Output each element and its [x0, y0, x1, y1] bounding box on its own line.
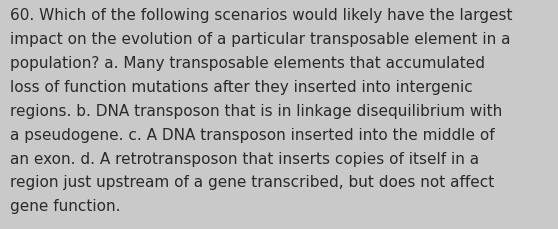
Text: gene function.: gene function.	[10, 199, 121, 213]
Text: 60. Which of the following scenarios would likely have the largest: 60. Which of the following scenarios wou…	[10, 8, 513, 23]
Text: regions. b. DNA transposon that is in linkage disequilibrium with: regions. b. DNA transposon that is in li…	[10, 103, 502, 118]
Text: an exon. d. A retrotransposon that inserts copies of itself in a: an exon. d. A retrotransposon that inser…	[10, 151, 479, 166]
Text: impact on the evolution of a particular transposable element in a: impact on the evolution of a particular …	[10, 32, 511, 47]
Text: region just upstream of a gene transcribed, but does not affect: region just upstream of a gene transcrib…	[10, 175, 494, 190]
Text: population? a. Many transposable elements that accumulated: population? a. Many transposable element…	[10, 56, 485, 71]
Text: loss of function mutations after they inserted into intergenic: loss of function mutations after they in…	[10, 79, 473, 94]
Text: a pseudogene. c. A DNA transposon inserted into the middle of: a pseudogene. c. A DNA transposon insert…	[10, 127, 495, 142]
